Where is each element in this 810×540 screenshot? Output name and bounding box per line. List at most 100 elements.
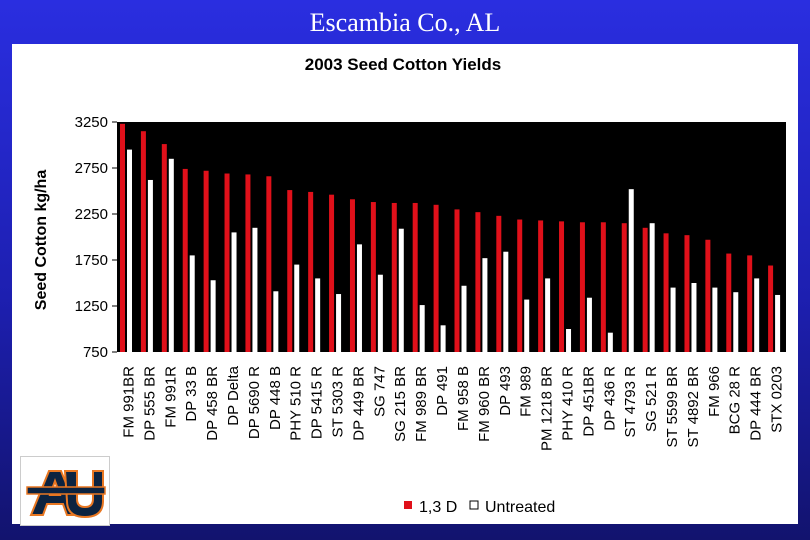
bar-1-3-d (308, 191, 314, 352)
auburn-logo (20, 456, 110, 526)
x-tick-label: FM 989 BR (413, 366, 430, 442)
y-tick-label: 1750 (75, 252, 108, 269)
chart-title: 2003 Seed Cotton Yields (305, 55, 502, 74)
bar-untreated (356, 244, 362, 352)
bar-1-3-d (140, 131, 146, 352)
bar-1-3-d (496, 215, 502, 352)
bar-untreated (147, 179, 153, 352)
bar-1-3-d (621, 223, 627, 352)
x-tick-label: ST 4892 BR (685, 366, 702, 448)
x-tick-label: FM 966 (706, 366, 723, 417)
x-tick-label: DP 33 B (183, 366, 200, 422)
x-tick-label: FM 991BR (120, 366, 137, 438)
bar-untreated (189, 255, 195, 352)
bar-untreated (127, 149, 132, 352)
bar-untreated (649, 223, 655, 352)
x-tick-label: ST 4793 R (622, 366, 639, 438)
bar-untreated (482, 258, 488, 352)
logo-letter-u (63, 470, 104, 519)
x-tick-label: DP 491 (434, 366, 451, 416)
y-tick-label: 3250 (75, 114, 108, 131)
x-tick-label: SG 747 (371, 366, 388, 417)
bar-untreated (231, 232, 237, 352)
x-tick-label: FM 960 BR (476, 366, 493, 442)
bar-1-3-d (517, 219, 523, 352)
bar-1-3-d (538, 220, 544, 352)
legend-label-untreated: Untreated (485, 499, 555, 516)
bar-untreated (524, 299, 530, 352)
bar-untreated (775, 294, 781, 352)
x-axis-labels: FM 991BR DP 555 BR FM 991R DP 33 B DP 458 BR… (120, 365, 785, 451)
bar-1-3-d (579, 222, 585, 352)
x-tick-label: DP 449 BR (350, 366, 367, 441)
bar-untreated (273, 291, 279, 352)
bar-untreated (503, 251, 509, 352)
bar-untreated (210, 280, 216, 352)
x-tick-label: DP 458 BR (204, 366, 221, 441)
bar-1-3-d (245, 174, 251, 352)
y-axis-ticks: 3250 2750 2250 1750 1250 750 (75, 114, 117, 361)
bar-untreated (440, 325, 446, 352)
au-logo-icon (26, 470, 106, 519)
bar-1-3-d (433, 204, 439, 352)
x-tick-label: DP Delta (225, 365, 242, 425)
x-tick-label: STX 0203 (769, 366, 786, 433)
bar-1-3-d (475, 212, 481, 352)
x-tick-label: DP 5415 R (309, 366, 326, 439)
bar-untreated (586, 297, 592, 352)
x-tick-label: DP 448 B (267, 366, 284, 430)
bar-1-3-d (203, 170, 209, 352)
y-tick-label: 2250 (75, 206, 108, 223)
x-tick-label: PHY 410 R (559, 366, 576, 441)
bar-1-3-d (412, 202, 418, 352)
chart-panel: 2003 Seed Cotton Yields 3250 2750 2250 1750… (12, 44, 798, 524)
bar-1-3-d (726, 253, 732, 352)
bar-untreated (628, 189, 634, 352)
bar-1-3-d (768, 265, 774, 352)
bar-1-3-d (642, 227, 648, 352)
bar-untreated (461, 285, 467, 352)
legend-swatch-1-3-d (404, 501, 412, 509)
bar-1-3-d (224, 173, 230, 352)
bar-1-3-d (120, 123, 125, 352)
bar-1-3-d (559, 221, 565, 352)
x-tick-label: DP 5690 R (246, 366, 263, 439)
slide-title: Escambia Co., AL (309, 8, 501, 37)
bar-untreated (607, 332, 613, 352)
bar-untreated (670, 287, 676, 352)
y-tick-label: 1250 (75, 298, 108, 315)
bar-untreated (398, 228, 404, 352)
bar-untreated (754, 278, 760, 352)
x-tick-label: ST 5303 R (330, 366, 347, 438)
bar-untreated (294, 264, 300, 352)
x-tick-label: DP 451BR (580, 366, 597, 437)
y-axis-title: Seed Cotton kg/ha (33, 170, 50, 311)
bar-untreated (168, 158, 174, 352)
bar-1-3-d (663, 233, 669, 352)
bar-untreated (315, 278, 321, 352)
x-tick-label: DP 444 BR (748, 366, 765, 441)
bar-1-3-d (161, 144, 167, 352)
bar-untreated (691, 283, 697, 352)
x-tick-label: BCG 28 R (727, 366, 744, 435)
logo-crossbar (26, 486, 106, 495)
legend-swatch-untreated (469, 500, 479, 510)
x-tick-label: DP 493 (497, 366, 514, 416)
bar-1-3-d (287, 190, 293, 352)
x-tick-label: DP 436 R (601, 366, 618, 431)
x-tick-label: PHY 510 R (288, 366, 305, 441)
bar-1-3-d (705, 239, 711, 352)
bar-1-3-d (454, 209, 460, 352)
bar-1-3-d (391, 202, 397, 352)
bar-untreated (419, 305, 425, 352)
y-tick-label: 750 (83, 344, 108, 361)
bar-untreated (252, 227, 258, 352)
bar-untreated (545, 278, 551, 352)
bar-1-3-d (684, 235, 690, 352)
bar-chart: 2003 Seed Cotton Yields 3250 2750 2250 1750… (33, 55, 786, 516)
x-tick-label: SG 521 R (643, 366, 660, 432)
x-tick-label: FM 989 (518, 366, 535, 417)
x-tick-label: ST 5599 BR (664, 366, 681, 448)
bars (120, 123, 781, 352)
bar-untreated (566, 329, 572, 352)
